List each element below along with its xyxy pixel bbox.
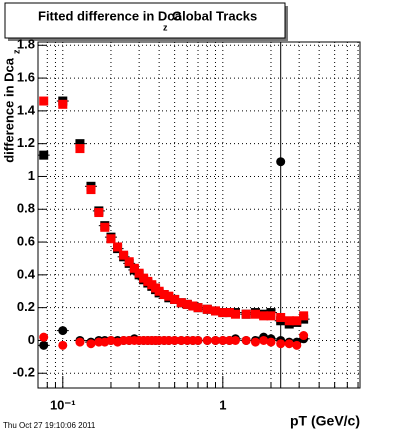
marker-square bbox=[210, 306, 220, 316]
marker-circle bbox=[266, 337, 276, 347]
marker-square bbox=[299, 311, 309, 321]
marker-square bbox=[164, 291, 174, 301]
marker-square bbox=[250, 309, 260, 319]
marker-square bbox=[154, 286, 164, 296]
y-tick-label: 0.2 bbox=[17, 299, 35, 314]
marker-circle bbox=[284, 339, 294, 349]
marker-square bbox=[218, 308, 228, 318]
y-tick-label: 1.6 bbox=[17, 70, 35, 85]
y-tick-label: 0.6 bbox=[17, 233, 35, 248]
y-label-subscript: z bbox=[11, 49, 21, 54]
marker-square bbox=[284, 316, 294, 326]
marker-square bbox=[94, 208, 104, 218]
marker-circle bbox=[241, 335, 251, 345]
marker-square bbox=[292, 316, 302, 326]
marker-circle bbox=[58, 340, 68, 350]
marker-circle bbox=[39, 332, 49, 342]
marker-circle bbox=[210, 335, 220, 345]
marker-square bbox=[188, 301, 198, 311]
title-box bbox=[4, 2, 286, 39]
marker-square bbox=[134, 268, 144, 278]
y-tick-label: 1 bbox=[28, 168, 35, 183]
marker-square bbox=[159, 290, 169, 300]
chart-title: Fitted difference in Dca bbox=[38, 8, 183, 23]
marker-square bbox=[100, 222, 110, 232]
y-tick-label: 0 bbox=[28, 332, 35, 347]
marker-square bbox=[266, 311, 276, 321]
y-label: difference in Dca z bbox=[1, 49, 21, 163]
marker-square bbox=[106, 234, 116, 244]
marker-square bbox=[170, 294, 180, 304]
marker-square bbox=[182, 299, 192, 309]
marker-square bbox=[176, 298, 186, 308]
marker-square bbox=[75, 144, 85, 154]
marker-circle bbox=[193, 335, 203, 345]
marker-square bbox=[119, 250, 129, 260]
marker-circle bbox=[250, 337, 260, 347]
marker-circle bbox=[276, 157, 286, 167]
y-tick-label: -0.2 bbox=[13, 365, 35, 380]
marker-square bbox=[259, 311, 269, 321]
marker-square bbox=[113, 242, 123, 252]
marker-circle bbox=[218, 335, 228, 345]
marker-square bbox=[39, 96, 49, 106]
y-tick-label: 1.2 bbox=[17, 135, 35, 150]
marker-square bbox=[224, 308, 234, 318]
y-label-text: difference in Dca bbox=[1, 57, 16, 163]
marker-circle bbox=[276, 339, 286, 349]
marker-square bbox=[124, 257, 134, 267]
y-tick-label: 1.4 bbox=[17, 102, 36, 117]
marker-square bbox=[276, 312, 286, 322]
y-tick-label: 0.8 bbox=[17, 201, 35, 216]
marker-circle bbox=[170, 335, 180, 345]
marker-circle bbox=[202, 335, 212, 345]
marker-circle bbox=[292, 340, 302, 350]
marker-square bbox=[193, 303, 203, 313]
y-tick-label: 0.4 bbox=[17, 266, 36, 281]
marker-square bbox=[202, 304, 212, 314]
marker-square bbox=[241, 309, 251, 319]
marker-circle bbox=[299, 331, 309, 341]
marker-square bbox=[230, 309, 240, 319]
marker-circle bbox=[230, 335, 240, 345]
footer: Thu Oct 27 19:10:06 2011 bbox=[3, 421, 96, 430]
x-label: pT (GeV/c) bbox=[290, 413, 360, 429]
marker-square bbox=[75, 139, 85, 149]
marker-square bbox=[58, 99, 68, 109]
marker-square bbox=[86, 185, 96, 195]
y-tick-label: 1.8 bbox=[17, 37, 35, 52]
marker-circle bbox=[58, 326, 68, 336]
x-tick-label: 10⁻¹ bbox=[50, 397, 76, 412]
marker-circle bbox=[75, 337, 85, 347]
title-suffix: Global Tracks bbox=[172, 8, 257, 23]
marker-circle bbox=[259, 335, 269, 345]
title-subscript: z bbox=[163, 22, 168, 32]
marker-circle bbox=[39, 340, 49, 350]
marker-square bbox=[129, 263, 139, 273]
x-tick-label: 1 bbox=[219, 397, 226, 412]
marker-square bbox=[39, 150, 49, 160]
plot-frame bbox=[37, 41, 361, 389]
marker-circle bbox=[86, 339, 96, 349]
